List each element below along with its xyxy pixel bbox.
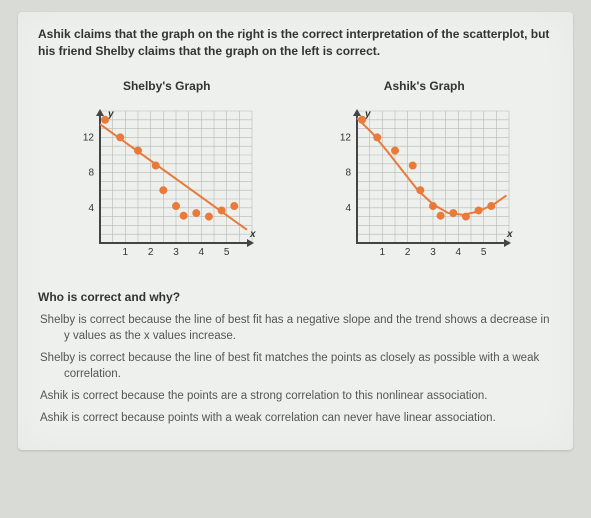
svg-text:8: 8 xyxy=(88,167,94,178)
svg-text:x: x xyxy=(249,229,256,240)
prompt: Who is correct and why? xyxy=(38,290,553,304)
svg-text:4: 4 xyxy=(456,247,462,258)
graphs-row: Shelby's Graph 481212345yx Ashik's Graph… xyxy=(38,79,553,266)
svg-text:1: 1 xyxy=(122,247,128,258)
left-graph-block: Shelby's Graph 481212345yx xyxy=(72,79,262,266)
left-graph-title: Shelby's Graph xyxy=(72,79,262,93)
svg-text:4: 4 xyxy=(88,203,94,214)
svg-text:4: 4 xyxy=(346,203,352,214)
svg-text:2: 2 xyxy=(148,247,154,258)
svg-text:5: 5 xyxy=(224,247,230,258)
question-card: Ashik claims that the graph on the right… xyxy=(18,12,573,450)
shelby-graph-svg: 481212345yx xyxy=(72,103,262,263)
answer-choice[interactable]: Ashik is correct because points with a w… xyxy=(40,410,553,426)
svg-text:3: 3 xyxy=(173,247,179,258)
right-graph-block: Ashik's Graph 481212345yx xyxy=(329,79,519,266)
svg-text:2: 2 xyxy=(405,247,411,258)
right-graph-title: Ashik's Graph xyxy=(329,79,519,93)
ashik-graph-svg: 481212345yx xyxy=(329,103,519,263)
svg-text:12: 12 xyxy=(340,132,352,143)
answer-choice[interactable]: Shelby is correct because the line of be… xyxy=(40,350,553,382)
svg-text:5: 5 xyxy=(481,247,487,258)
answer-choice[interactable]: Shelby is correct because the line of be… xyxy=(40,312,553,344)
answer-choice[interactable]: Ashik is correct because the points are … xyxy=(40,388,553,404)
svg-text:8: 8 xyxy=(346,167,352,178)
svg-text:x: x xyxy=(506,229,513,240)
question-stem: Ashik claims that the graph on the right… xyxy=(38,26,553,61)
svg-text:1: 1 xyxy=(380,247,386,258)
svg-text:4: 4 xyxy=(198,247,204,258)
svg-text:3: 3 xyxy=(430,247,436,258)
svg-text:12: 12 xyxy=(83,132,95,143)
